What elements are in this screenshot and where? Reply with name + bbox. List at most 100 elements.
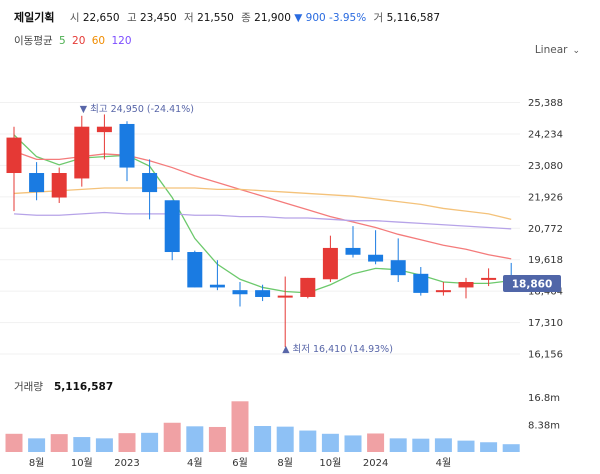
candle-body	[300, 277, 316, 297]
volume-bar	[344, 435, 362, 452]
volume-bar	[5, 433, 23, 452]
y-tick-label: 19,618	[528, 255, 563, 266]
volume-tick-label: 8.38m	[528, 420, 560, 431]
candle-body	[51, 173, 67, 198]
volume-bar	[457, 440, 475, 452]
ma-line-ma20	[13, 150, 512, 260]
price-axis: 16,156 17,310 18,464 19,618 20,772 21,926 23,0…	[528, 98, 563, 361]
annotations: ▼ 최고 24,950 (-24.41%) ▲ 최저 16,410 (14.93%…	[80, 104, 393, 355]
ma-line-ma120	[13, 211, 512, 230]
volume-label: 거	[373, 12, 384, 24]
ma-120-label[interactable]: 120	[111, 35, 132, 47]
x-tick-label: 10월	[71, 457, 93, 469]
candle-body	[458, 281, 474, 288]
volume-panel-value: 5,116,587	[54, 381, 113, 393]
volume-bar	[141, 432, 159, 452]
volume-bar	[73, 437, 91, 452]
candle-body	[345, 247, 361, 255]
max-price-annotation: ▼ 최고 24,950 (-24.41%)	[80, 104, 194, 115]
y-tick-label: 21,926	[528, 192, 563, 203]
volume-value: 5,116,587	[386, 12, 441, 24]
y-tick-label: 17,310	[528, 318, 563, 329]
candle-body	[322, 247, 338, 280]
open-label: 시	[69, 12, 80, 24]
candle-body	[142, 173, 158, 193]
high-label: 고	[126, 12, 137, 24]
volume-bar	[321, 433, 339, 452]
volume-bar	[50, 434, 68, 452]
close-label: 종	[241, 12, 251, 24]
ma-5-label[interactable]: 5	[58, 35, 66, 47]
volume-panel-label: 거래량	[14, 381, 43, 393]
volume-bar	[163, 422, 181, 452]
y-tick-label: 25,388	[528, 98, 563, 109]
candle-body	[390, 260, 406, 276]
candle-body	[435, 290, 451, 293]
volume-bar	[208, 426, 226, 452]
volume-bar	[367, 433, 385, 452]
ma-20-label[interactable]: 20	[72, 35, 86, 47]
candle-body	[187, 252, 203, 288]
moving-average-lines	[13, 134, 512, 294]
close-value: 21,900	[254, 12, 291, 24]
y-tick-label: 16,156	[528, 350, 563, 361]
low-value: 21,550	[197, 12, 234, 24]
high-value: 23,450	[139, 12, 177, 24]
volume-bar	[186, 426, 204, 452]
scale-dropdown[interactable]: Linear ⌄	[535, 44, 580, 56]
current-price-text: 18,860	[512, 279, 553, 291]
candle-body	[74, 126, 90, 179]
volume-panel: 16.8m 8.38m	[5, 393, 560, 452]
scale-label: Linear	[534, 44, 568, 56]
candle-body	[164, 200, 180, 253]
current-price-badge	[503, 275, 561, 292]
volume-bar	[434, 438, 452, 452]
x-tick-label: 4월	[436, 457, 452, 469]
volume-bar	[480, 442, 498, 452]
x-tick-label: 10월	[319, 457, 341, 469]
candle-body	[119, 123, 135, 168]
moving-average-legend: 이동평균 5 20 60 120	[14, 33, 132, 48]
ma-legend-label: 이동평균	[14, 35, 53, 47]
date-axis: 8월 10월 2023 4월 6월 8월 10월 2024 4월	[29, 457, 451, 469]
y-tick-label: 23,080	[528, 161, 563, 172]
candle-body	[6, 137, 22, 174]
volume-tick-label: 16.8m	[528, 393, 560, 404]
candle-body	[481, 277, 497, 280]
volume-bar	[276, 426, 294, 452]
x-tick-label: 2023	[114, 458, 139, 469]
volume-bar	[118, 433, 136, 452]
min-price-annotation: ▲ 최저 16,410 (14.93%)	[282, 344, 393, 355]
x-tick-label: 8월	[277, 457, 293, 469]
volume-bar	[412, 438, 430, 452]
candle-body	[277, 295, 293, 298]
x-tick-label: 6월	[232, 457, 248, 469]
y-tick-label: 24,234	[528, 129, 563, 140]
volume-bar	[299, 430, 317, 452]
stock-header: 제일기획 시 22,650 고 23,450 저 21,550 종 21,900…	[14, 9, 440, 25]
candle-body	[209, 284, 225, 288]
volume-bar	[95, 438, 113, 452]
y-tick-label: 18,464	[528, 287, 563, 298]
candle-body	[413, 273, 429, 293]
volume-bar	[389, 438, 407, 452]
candle-body	[232, 290, 248, 295]
ma-line-ma60	[13, 187, 512, 220]
volume-bar	[254, 426, 272, 452]
y-tick-label: 20,772	[528, 224, 563, 235]
candles	[6, 114, 519, 348]
chevron-down-icon: ⌄	[572, 46, 580, 56]
volume-bar	[502, 444, 520, 452]
candle-body	[96, 126, 112, 133]
ma-60-label[interactable]: 60	[91, 35, 106, 47]
volume-bar	[28, 438, 46, 452]
x-tick-label: 4월	[187, 457, 203, 469]
low-label: 저	[184, 12, 194, 24]
open-value: 22,650	[82, 12, 120, 24]
candle-body	[29, 173, 45, 193]
x-tick-label: 2024	[363, 458, 388, 469]
stock-name: 제일기획	[14, 11, 55, 24]
candle-body	[255, 290, 271, 297]
x-tick-label: 8월	[29, 457, 45, 469]
